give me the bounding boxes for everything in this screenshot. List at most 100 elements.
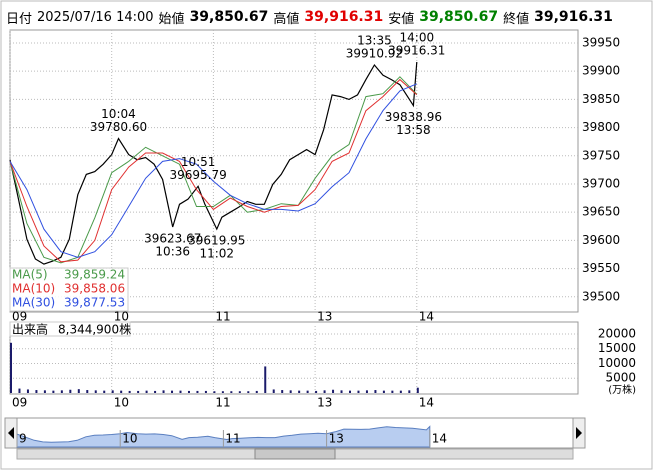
arrow-right	[576, 427, 582, 439]
annotation-price: 39780.60	[90, 120, 147, 134]
annotation-price: 39623.67	[144, 232, 201, 246]
y-tick-label: 39900	[582, 64, 620, 78]
volume-bar	[179, 390, 182, 393]
y-tick-label: 39850	[582, 92, 620, 106]
field-value: 39,916.31	[304, 9, 384, 25]
field-value: 2025/07/16 14:00	[37, 9, 154, 25]
annotation-price: 39838.96	[385, 110, 442, 124]
volume-bar	[171, 390, 174, 393]
volume-bar	[162, 390, 165, 393]
x-tick-label: 13	[317, 310, 332, 324]
volume-bar	[323, 390, 326, 393]
legend-name: MA(10)	[12, 282, 55, 296]
volume-bar	[238, 391, 241, 393]
field-value: 39,850.67	[189, 9, 269, 25]
volume-bar	[391, 390, 394, 393]
volume-bar	[230, 391, 233, 393]
volume-bar	[10, 342, 12, 393]
ma-line	[9, 83, 417, 258]
x-tick-label: 14	[419, 396, 434, 410]
volume-title: 出来高	[12, 322, 48, 337]
volume-bar	[154, 390, 157, 393]
annotation-price: 39695.79	[170, 168, 227, 182]
x-tick-label: 10	[114, 310, 129, 324]
header: 日付 2025/07/16 14:00 始値 39,850.67 高値 39,916.31…	[6, 6, 646, 28]
volume-bar	[111, 390, 114, 393]
field-value: 39,916.31	[534, 9, 613, 25]
legend-value: 39,859.24	[64, 268, 125, 282]
annotation-time: 13:58	[396, 123, 431, 137]
volume-bar	[298, 390, 301, 393]
y-tick-label: 10000	[598, 356, 636, 370]
x-tick-label: 10	[114, 396, 129, 410]
volume-bar	[204, 390, 207, 393]
field-label: 高値	[273, 11, 300, 27]
volume-bar	[77, 389, 80, 393]
field-label: 始値	[158, 11, 185, 27]
navigator-label: 14	[432, 432, 447, 446]
volume-bar	[145, 390, 148, 393]
volume-bar	[272, 389, 275, 393]
volume-bar	[255, 390, 258, 393]
y-tick-label: 20000	[598, 326, 636, 340]
annotation-time: 11:02	[199, 247, 234, 261]
annotation-time: 10:51	[181, 155, 216, 169]
scrollbar-thumb[interactable]	[254, 448, 336, 460]
volume-bar	[52, 390, 55, 393]
volume-bar	[60, 390, 63, 393]
arrow-left	[8, 427, 14, 439]
volume-bar	[357, 390, 360, 393]
x-tick-label: 11	[215, 396, 230, 410]
volume-bar	[408, 390, 411, 393]
x-tick-label: 09	[12, 396, 27, 410]
field-label: 安値	[388, 11, 415, 27]
annotation-time: 13:35	[357, 34, 392, 48]
x-tick-label: 13	[317, 396, 332, 410]
annotation-time: 10:04	[101, 107, 136, 121]
volume-unit: (万株)	[608, 383, 636, 396]
volume-bar	[306, 390, 309, 393]
field-label: 終値	[503, 11, 530, 27]
annotation-time: 14:00	[400, 30, 435, 44]
volume-bar	[332, 389, 335, 393]
volume-bar	[120, 390, 123, 393]
x-tick-label: 11	[215, 310, 230, 324]
volume-bar	[365, 390, 368, 393]
y-tick-label: 39650	[582, 205, 620, 219]
volume-bar	[374, 390, 377, 393]
volume-bar	[103, 390, 106, 393]
y-tick-label: 39700	[582, 176, 620, 190]
volume-bar	[247, 391, 250, 393]
annotation-time: 10:36	[155, 245, 190, 259]
volume-bar	[315, 390, 318, 393]
field-value: 39,850.67	[419, 9, 499, 25]
volume-total: 8,344,900株	[58, 322, 131, 337]
volume-bar	[43, 390, 46, 393]
volume-bar	[281, 390, 284, 393]
volume-bar	[94, 390, 97, 393]
y-tick-label: 39950	[582, 35, 620, 49]
y-tick-label: 5000	[605, 371, 636, 385]
legend-name: MA(30)	[12, 296, 55, 310]
volume-bar	[349, 390, 351, 393]
ma-line	[9, 78, 418, 263]
y-tick-label: 15000	[598, 341, 636, 355]
volume-bar	[213, 391, 216, 393]
navigator-label: 11	[225, 432, 240, 446]
volume-bar	[196, 390, 199, 393]
annotation-price: 39910.92	[346, 47, 403, 61]
y-tick-label: 39800	[582, 120, 620, 134]
navigator-label: 10	[122, 432, 137, 446]
y-tick-label: 39750	[582, 148, 620, 162]
y-tick-label: 39500	[582, 289, 620, 303]
volume-bar	[340, 390, 343, 393]
volume-bar	[416, 387, 419, 393]
legend-value: 39,877.53	[64, 296, 125, 310]
field-label: 日付	[6, 11, 33, 27]
volume-bar	[35, 390, 38, 393]
annotation-price: 39916.31	[388, 43, 445, 57]
y-tick-label: 39550	[582, 261, 620, 275]
volume-title-box	[9, 321, 131, 337]
